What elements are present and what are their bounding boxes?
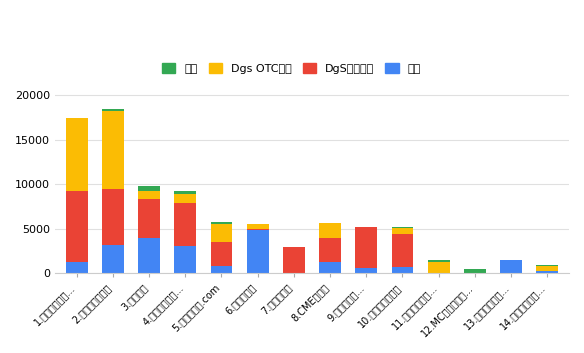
Bar: [138, 191, 160, 198]
Bar: [464, 269, 486, 273]
Bar: [66, 191, 88, 262]
Bar: [175, 246, 196, 273]
Bar: [102, 189, 124, 245]
Bar: [428, 262, 450, 273]
Bar: [392, 227, 413, 228]
Bar: [247, 224, 269, 229]
Bar: [211, 224, 232, 242]
Bar: [392, 267, 413, 273]
Bar: [428, 260, 450, 262]
Bar: [319, 262, 341, 273]
Bar: [138, 239, 160, 273]
Bar: [537, 265, 558, 266]
Bar: [102, 112, 124, 189]
Bar: [211, 222, 232, 224]
Bar: [102, 109, 124, 112]
Bar: [392, 234, 413, 267]
Bar: [356, 227, 377, 268]
Bar: [175, 203, 196, 246]
Bar: [102, 245, 124, 273]
Bar: [319, 223, 341, 239]
Bar: [392, 228, 413, 234]
Bar: [211, 266, 232, 273]
Bar: [66, 118, 88, 191]
Bar: [138, 186, 160, 191]
Bar: [175, 191, 196, 194]
Bar: [537, 271, 558, 273]
Bar: [500, 260, 522, 273]
Bar: [211, 242, 232, 266]
Bar: [175, 194, 196, 203]
Bar: [138, 198, 160, 239]
Bar: [247, 229, 269, 273]
Bar: [319, 239, 341, 262]
Bar: [283, 247, 305, 273]
Bar: [356, 268, 377, 273]
Bar: [66, 262, 88, 273]
Bar: [537, 266, 558, 271]
Legend: 企業, Dgs OTCのみ, DgS調剤併設, 病院: 企業, Dgs OTCのみ, DgS調剤併設, 病院: [158, 59, 425, 78]
